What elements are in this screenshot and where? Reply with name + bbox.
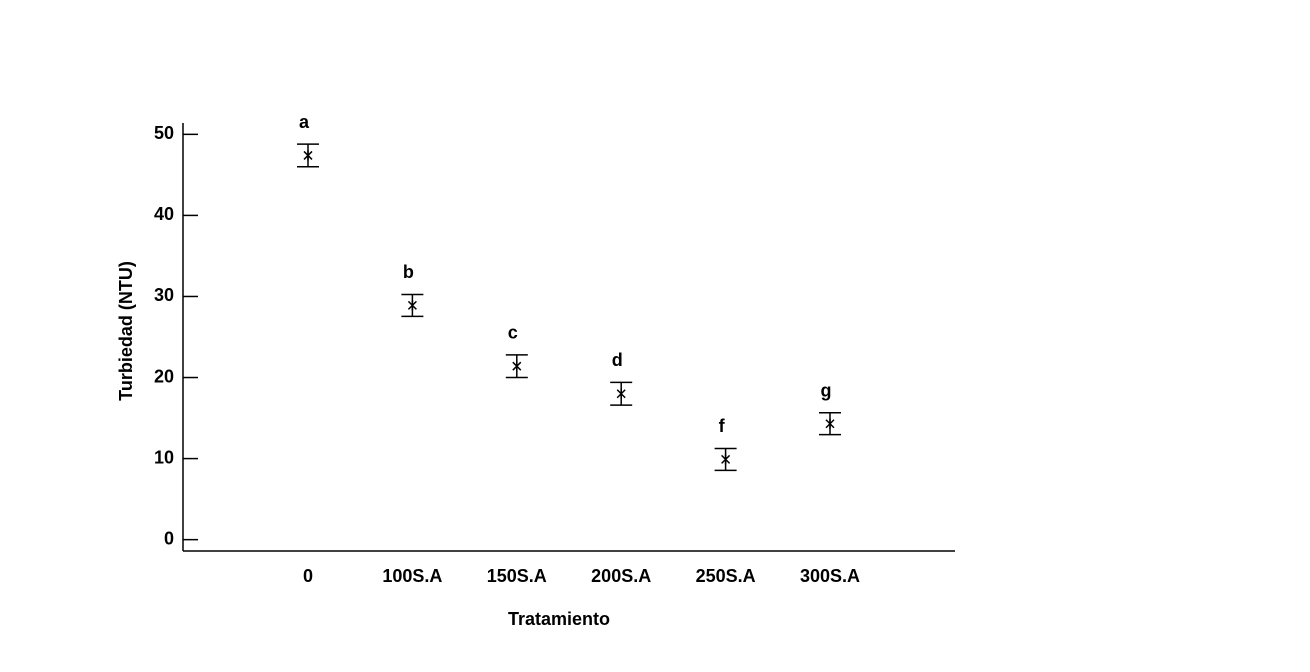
y-tick-label: 10 — [154, 447, 174, 467]
group-letter: a — [299, 112, 310, 132]
marker — [303, 150, 313, 161]
x-tick-label: 150S.A — [487, 566, 547, 586]
x-tick-label: 0 — [303, 566, 313, 586]
y-tick-label: 30 — [154, 285, 174, 305]
y-tick-label: 40 — [154, 204, 174, 224]
y-tick-label: 50 — [154, 123, 174, 143]
marker — [407, 300, 417, 311]
y-tick-label: 20 — [154, 366, 174, 386]
x-tick-label: 300S.A — [800, 566, 860, 586]
group-letter: b — [403, 262, 414, 282]
y-axis-label: Turbiedad (NTU) — [116, 261, 136, 401]
x-tick-label: 250S.A — [696, 566, 756, 586]
marker — [721, 454, 731, 465]
group-letter: d — [612, 350, 623, 370]
group-letter: f — [719, 416, 726, 436]
x-tick-label: 100S.A — [382, 566, 442, 586]
marker — [616, 388, 626, 399]
x-axis-label: Tratamiento — [508, 609, 610, 629]
marker — [825, 418, 835, 429]
group-letter: c — [508, 323, 518, 343]
y-tick-label: 0 — [164, 528, 174, 548]
group-letter: g — [821, 381, 832, 401]
marker — [512, 361, 522, 372]
x-tick-label: 200S.A — [591, 566, 651, 586]
